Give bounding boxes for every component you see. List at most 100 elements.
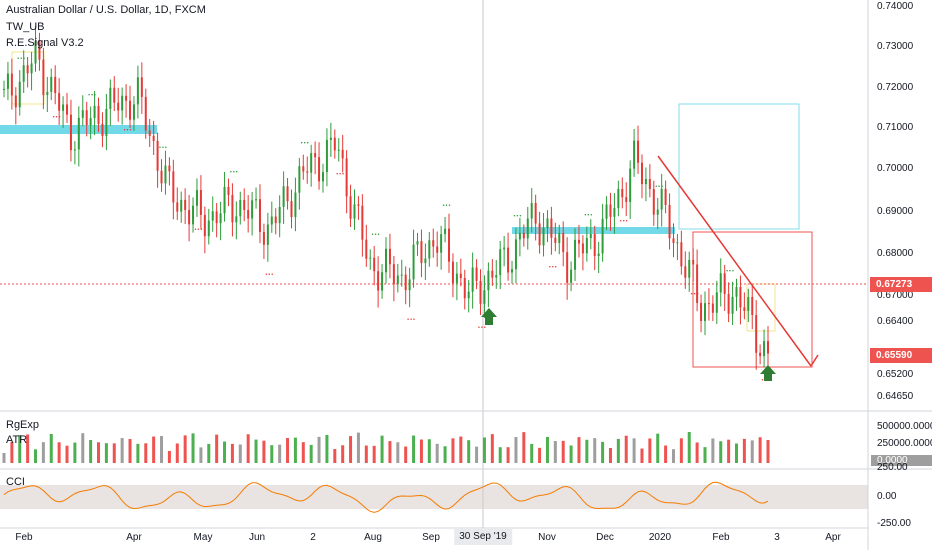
candle-body xyxy=(514,239,517,270)
candle-body xyxy=(396,275,399,285)
candle-body xyxy=(507,247,510,273)
candle-body xyxy=(660,188,663,210)
candle-body xyxy=(274,216,277,224)
candle-body xyxy=(672,238,675,244)
candle-body xyxy=(105,108,108,136)
candle-body xyxy=(585,238,588,254)
volume-bar xyxy=(317,436,321,463)
candle-body xyxy=(436,246,439,253)
candle-body xyxy=(597,253,600,257)
candle-body xyxy=(34,41,37,64)
candle-body xyxy=(385,248,387,273)
time-tick: Sep xyxy=(422,532,440,543)
candle-body xyxy=(365,239,368,259)
volume-bar xyxy=(727,439,731,463)
volume-bar xyxy=(73,442,77,463)
candle-body xyxy=(719,273,722,293)
candle-body xyxy=(451,261,454,284)
candle-body xyxy=(463,278,466,299)
price-tick: 0.74000 xyxy=(877,1,914,12)
volume-bar xyxy=(128,439,132,463)
signal-marker: ••• xyxy=(690,291,699,297)
price-tick: 0.72000 xyxy=(877,82,914,93)
price-tick: 0.69000 xyxy=(877,206,914,217)
volume-pane-label[interactable]: RgExp xyxy=(6,419,40,431)
candle-body xyxy=(30,63,33,74)
candle-body xyxy=(18,81,21,108)
volume-bar xyxy=(254,439,258,463)
candle-body xyxy=(42,59,45,96)
volume-bar xyxy=(632,438,636,463)
volume-bar xyxy=(569,445,573,463)
candle-body xyxy=(195,190,198,206)
candle-body xyxy=(270,216,273,225)
volume-bar xyxy=(671,449,675,463)
signal-marker: ••• xyxy=(371,232,380,238)
volume-bar xyxy=(475,446,479,463)
candle-body xyxy=(648,179,651,190)
candle-body xyxy=(3,88,5,90)
volume-bar xyxy=(191,433,195,463)
candle-body xyxy=(321,172,324,182)
volume-bar xyxy=(608,447,612,463)
candle-body xyxy=(318,157,321,182)
buy-arrow-feb xyxy=(760,365,776,381)
candle-body xyxy=(408,279,411,291)
volume-bar xyxy=(719,441,723,463)
indicator-label-re-signal[interactable]: R.E.Signal V3.2 xyxy=(6,37,84,49)
volume-bar xyxy=(309,444,313,463)
candle-body xyxy=(6,73,9,89)
volume-bar xyxy=(380,435,384,463)
atr-pane-label[interactable]: ATR xyxy=(6,434,28,446)
volume-bar xyxy=(435,443,439,463)
candle-body xyxy=(298,166,301,193)
volume-bar xyxy=(167,450,171,463)
candle-body xyxy=(518,232,521,240)
candle-body xyxy=(609,204,612,217)
volume-bar xyxy=(160,436,164,463)
candle-body xyxy=(258,199,261,232)
signal-marker: ••• xyxy=(194,227,203,233)
candle-body xyxy=(644,179,647,185)
candle-body xyxy=(668,204,671,239)
candle-body xyxy=(692,259,695,265)
candle-body xyxy=(294,192,297,218)
candle-body xyxy=(605,204,608,219)
signal-marker: ••• xyxy=(17,56,26,62)
indicator-label-tw-ub[interactable]: TW_UB xyxy=(6,21,45,33)
candle-body xyxy=(38,41,41,60)
volume-bar xyxy=(152,436,156,463)
volume-bar xyxy=(372,445,376,463)
candle-body xyxy=(664,188,667,205)
candle-body xyxy=(310,153,313,173)
volume-bar xyxy=(530,443,534,463)
candle-body xyxy=(361,205,364,240)
candle-body xyxy=(696,264,699,303)
candle-body xyxy=(243,199,246,210)
candle-body xyxy=(428,240,431,259)
candle-body xyxy=(703,303,706,321)
price-tick: 0.66400 xyxy=(877,316,914,327)
candle-body xyxy=(688,259,691,278)
candle-body xyxy=(66,104,69,115)
candle-body xyxy=(440,234,443,253)
volume-bar xyxy=(341,445,345,463)
cci-pane-label[interactable]: CCI xyxy=(6,476,25,488)
candle-body xyxy=(54,76,57,94)
candle-body xyxy=(290,201,293,218)
volume-bar xyxy=(104,443,108,463)
candle-body xyxy=(700,302,703,321)
volume-bar xyxy=(65,445,69,463)
volume-bar xyxy=(664,445,668,463)
candle-body xyxy=(168,165,171,172)
candle-body xyxy=(227,186,230,195)
time-tick: 2020 xyxy=(648,532,672,543)
candle-body xyxy=(262,231,265,245)
volume-bar xyxy=(577,437,581,463)
volume-bar xyxy=(679,438,683,463)
volume-bar xyxy=(687,432,691,463)
candle-body xyxy=(113,87,116,103)
volume-bar xyxy=(175,443,179,463)
candle-body xyxy=(219,213,222,224)
